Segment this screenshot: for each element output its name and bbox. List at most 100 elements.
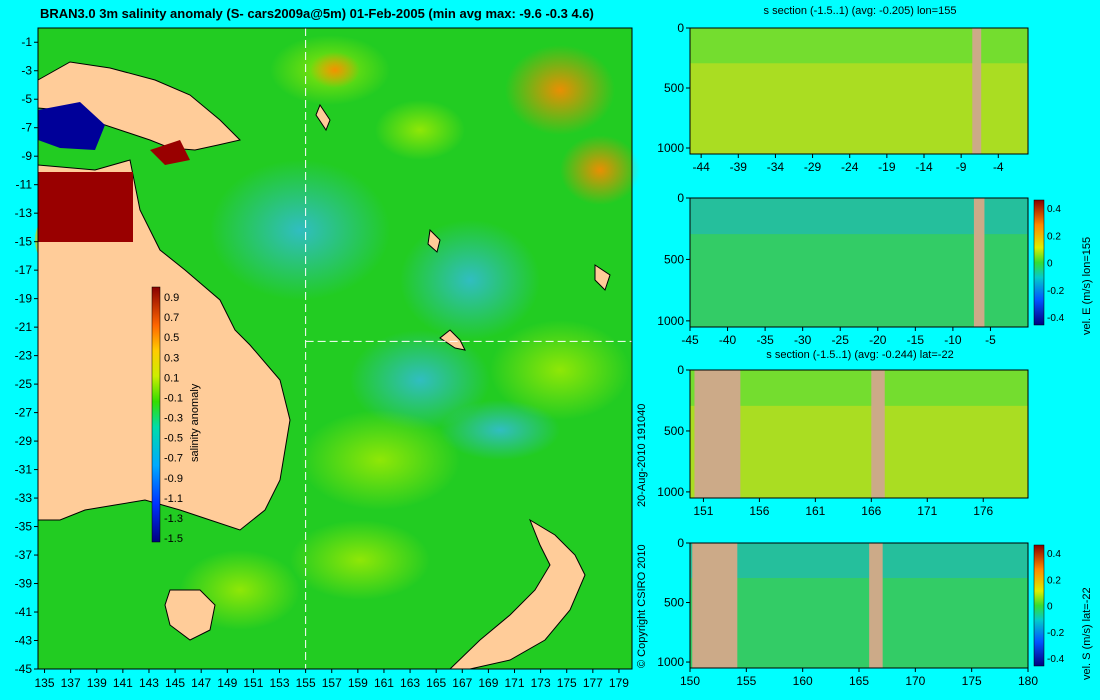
map-frame	[37, 27, 633, 670]
map-lon-tick-label: 137	[61, 676, 81, 690]
section-y-tick-label: 0	[677, 21, 684, 35]
map-colorbar-tick: -0.5	[164, 433, 183, 445]
section-colorbar-tick: 0.2	[1047, 231, 1061, 242]
map-lat-tick-label: -9	[21, 149, 32, 163]
section-x-tick-label: 170	[905, 674, 925, 688]
map-lat-tick-label: -15	[15, 235, 33, 249]
section-title-salinity-lat: s section (-1.5..1) (avg: -0.244) lat=-2…	[766, 349, 954, 361]
section-x-tick-label: 150	[680, 674, 700, 688]
map-lon-tick-label: 179	[609, 676, 629, 690]
section-panel-salinity-lon: -44 -39 -34 -29 -24 -19 -14 -9 -4 0 500 1000	[657, 21, 1029, 174]
map-lon-tick-label: 149	[217, 676, 237, 690]
section-land-band	[694, 370, 741, 498]
section-land-band	[973, 198, 985, 327]
section-frame	[689, 197, 1029, 328]
section-y-tick-label: 0	[677, 191, 684, 205]
section-panel-velocity-south-lat: 150 155 160 165 170 175 180 0 500 1000 0.4 0.2 0 -0.2…	[657, 536, 1064, 688]
section-x-tick-label: -5	[985, 333, 996, 347]
map-lat-tick-label: -39	[15, 577, 33, 591]
map-colorbar-tick: 0.1	[164, 372, 179, 384]
section-colorbar-label-east: vel. E (m/s) lon=155	[1081, 236, 1093, 335]
map-lon-tick-label: 163	[400, 676, 420, 690]
map-lon-tick-label: 165	[426, 676, 446, 690]
map-lon-tick-label: 151	[243, 676, 263, 690]
section-x-tick-label: -44	[692, 160, 710, 174]
section-x-tick-label: -10	[944, 333, 962, 347]
map-lon-tick-label: 155	[296, 676, 316, 690]
map-anomaly-pattern	[35, 35, 640, 630]
map-lon-tick-label: 139	[87, 676, 107, 690]
section-colorbar-tick: -0.2	[1047, 628, 1065, 639]
section-x-tick-label: 165	[849, 674, 869, 688]
map-colorbar-tick: 0.7	[164, 312, 179, 324]
section-x-tick-label: -14	[915, 160, 933, 174]
section-x-tick-label: 180	[1018, 674, 1038, 688]
section-x-tick-label: -25	[832, 333, 850, 347]
section-x-tick-label: -30	[794, 333, 812, 347]
section-x-tick-label: 166	[861, 504, 881, 518]
map-colorbar-label: salinity anomaly	[189, 383, 201, 462]
map-colorbar-tick: -0.3	[164, 413, 183, 425]
section-x-tick-label: 175	[962, 674, 982, 688]
map-lat-tick-label: -5	[21, 92, 32, 106]
section-x-tick-label: -9	[956, 160, 967, 174]
section-y-tick-label: 1000	[657, 141, 684, 155]
section-land-band	[869, 543, 883, 668]
section-y-tick-label: 500	[664, 81, 684, 95]
map-lon-tick-label: 171	[504, 676, 524, 690]
section-x-tick-label: -4	[993, 160, 1004, 174]
map-lon-tick-label: 141	[113, 676, 133, 690]
map-lat-tick-label: -21	[15, 320, 33, 334]
map-lon-tick-label: 145	[165, 676, 185, 690]
section-x-tick-label: 161	[805, 504, 825, 518]
map-lon-tick-label: 135	[35, 676, 55, 690]
section-x-tick-label: -29	[804, 160, 822, 174]
map-lat-tick-label: -1	[21, 35, 32, 49]
date-stamp: 20-Aug-2010 191040	[636, 403, 648, 507]
section-land-band	[692, 543, 738, 668]
section-surface-layer	[690, 198, 1028, 235]
map-low-anomaly-gulf	[38, 102, 105, 150]
map-lat-tick-label: -41	[15, 605, 33, 619]
map-lat-tick-label: -37	[15, 548, 33, 562]
map-lon-tick-label: 147	[191, 676, 211, 690]
section-title-salinity-lon: s section (-1.5..1) (avg: -0.205) lon=15…	[763, 5, 957, 17]
section-x-tick-label: 160	[793, 674, 813, 688]
map-lon-tick-label: 167	[452, 676, 472, 690]
map-colorbar-tick: -1.3	[164, 513, 183, 525]
map-lon-tick-label: 157	[322, 676, 342, 690]
map-lat-tick-label: -43	[15, 634, 33, 648]
section-x-tick-label: 156	[749, 504, 769, 518]
map-colorbar-ticks: 0.9 0.7 0.5 0.3 0.1 -0.1 -0.3 -0.5 -0.7 -0.9 -1.1 -…	[164, 292, 183, 545]
section-x-tick-label: -34	[767, 160, 785, 174]
section-colorbar-tick: -0.4	[1047, 313, 1065, 324]
section-x-tick-label: -15	[907, 333, 925, 347]
map-lat-tick-label: -17	[15, 263, 33, 277]
map-lat-ticks: -1 -3 -5 -7 -9 -11 -13 -15 -17 -19 -21 -23 -25 -27 -29…	[15, 35, 38, 676]
map-lon-ticks: 135 137 139 141 143 145 147 149 151 153 155 157 159 1…	[35, 669, 629, 690]
section-colorbar-tick: 0.4	[1047, 204, 1061, 215]
section-frame	[689, 27, 1029, 155]
map-lat-tick-label: -31	[15, 463, 33, 477]
section-y-tick-label: 0	[677, 363, 684, 377]
map-lon-tick-label: 175	[557, 676, 577, 690]
map-lon-tick-label: 161	[374, 676, 394, 690]
map-lat-tick-label: -23	[15, 349, 33, 363]
section-colorbar-label-south: vel. S (m/s) lat=-22	[1081, 587, 1093, 680]
section-colorbar-tick: 0	[1047, 602, 1053, 613]
section-x-tick-label: 155	[736, 674, 756, 688]
section-y-tick-label: 1000	[657, 485, 684, 499]
map-lon-tick-label: 177	[583, 676, 603, 690]
section-x-tick-label: -40	[719, 333, 737, 347]
section-y-tick-label: 500	[664, 424, 684, 438]
section-x-tick-label: 176	[973, 504, 993, 518]
section-surface-layer	[690, 370, 1028, 406]
map-high-anomaly-strait	[150, 140, 190, 165]
section-x-tick-label: -45	[681, 333, 699, 347]
section-y-tick-label: 1000	[657, 655, 684, 669]
section-y-tick-label: 1000	[657, 314, 684, 328]
map-high-anomaly-carpentaria	[38, 172, 133, 242]
map-title: BRAN3.0 3m salinity anomaly (S- cars2009…	[40, 6, 594, 21]
map-lat-tick-label: -29	[15, 434, 33, 448]
